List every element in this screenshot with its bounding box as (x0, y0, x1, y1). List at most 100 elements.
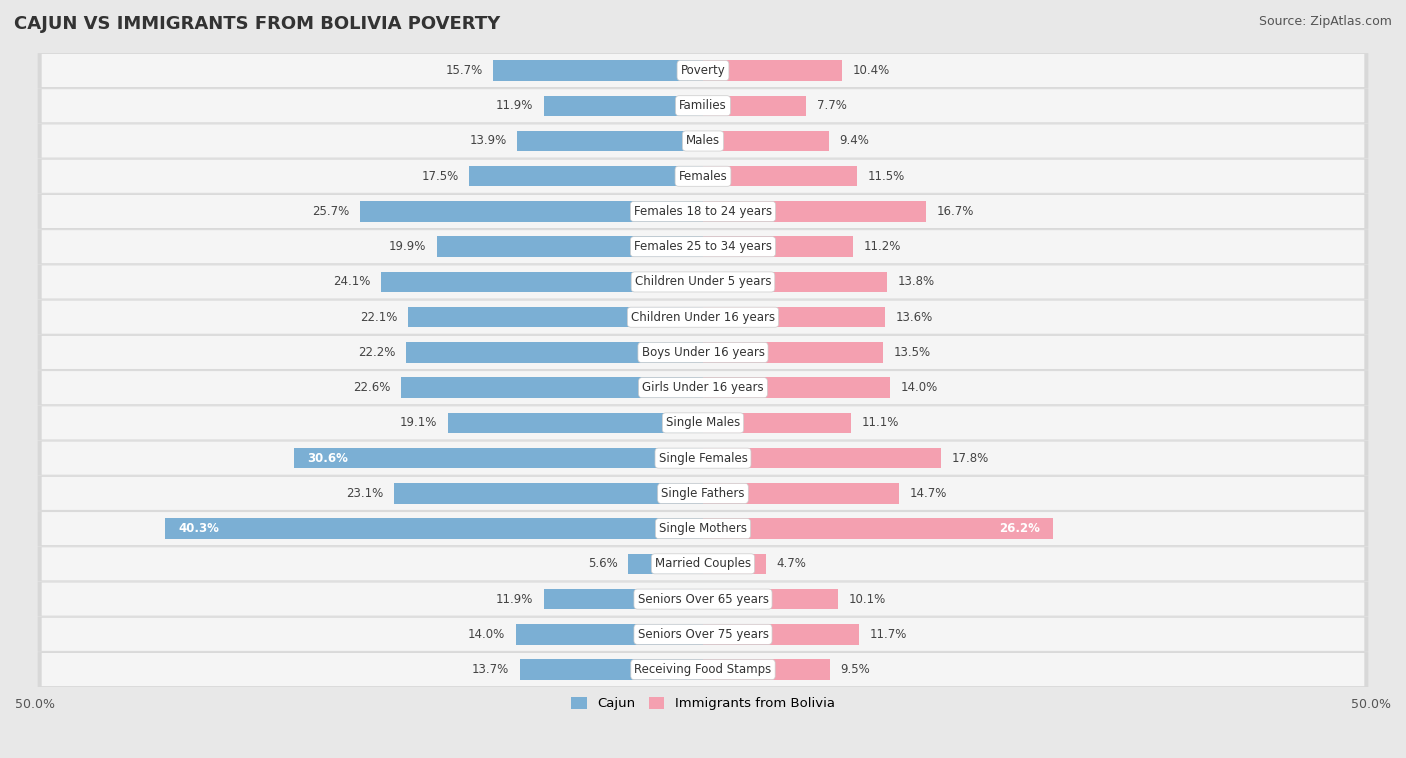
FancyBboxPatch shape (42, 89, 1364, 122)
Text: Females 25 to 34 years: Females 25 to 34 years (634, 240, 772, 253)
FancyBboxPatch shape (38, 265, 1368, 299)
Text: Females: Females (679, 170, 727, 183)
FancyBboxPatch shape (42, 265, 1364, 299)
Bar (395, 483, 703, 503)
Bar (406, 342, 703, 362)
Text: 9.4%: 9.4% (839, 134, 869, 148)
Bar (544, 589, 703, 609)
Text: 24.1%: 24.1% (333, 275, 370, 289)
Bar (703, 307, 884, 327)
Bar (703, 659, 830, 680)
FancyBboxPatch shape (42, 124, 1364, 158)
Text: Single Males: Single Males (666, 416, 740, 429)
Text: 10.4%: 10.4% (852, 64, 890, 77)
Text: 17.5%: 17.5% (422, 170, 458, 183)
Bar (517, 131, 703, 151)
Text: 13.5%: 13.5% (894, 346, 931, 359)
FancyBboxPatch shape (38, 194, 1368, 229)
Text: 15.7%: 15.7% (446, 64, 482, 77)
Text: 14.0%: 14.0% (901, 381, 938, 394)
Text: Boys Under 16 years: Boys Under 16 years (641, 346, 765, 359)
Bar (520, 659, 703, 680)
Text: Females 18 to 24 years: Females 18 to 24 years (634, 205, 772, 218)
Bar (703, 624, 859, 644)
FancyBboxPatch shape (38, 652, 1368, 687)
FancyBboxPatch shape (42, 512, 1364, 545)
Text: 14.0%: 14.0% (468, 628, 505, 641)
Text: 5.6%: 5.6% (588, 557, 617, 570)
FancyBboxPatch shape (38, 406, 1368, 440)
Bar (165, 518, 703, 539)
Text: 40.3%: 40.3% (179, 522, 219, 535)
FancyBboxPatch shape (42, 54, 1364, 87)
Bar (449, 412, 703, 433)
Text: 9.5%: 9.5% (841, 663, 870, 676)
FancyBboxPatch shape (42, 230, 1364, 263)
Text: Males: Males (686, 134, 720, 148)
FancyBboxPatch shape (38, 547, 1368, 581)
Bar (703, 166, 856, 186)
Text: 22.1%: 22.1% (360, 311, 396, 324)
Text: 10.1%: 10.1% (849, 593, 886, 606)
Text: Single Mothers: Single Mothers (659, 522, 747, 535)
Text: 11.7%: 11.7% (870, 628, 907, 641)
Text: 4.7%: 4.7% (776, 557, 807, 570)
Bar (294, 448, 703, 468)
FancyBboxPatch shape (42, 582, 1364, 615)
FancyBboxPatch shape (42, 160, 1364, 193)
Text: Children Under 5 years: Children Under 5 years (634, 275, 772, 289)
Bar (470, 166, 703, 186)
Text: 23.1%: 23.1% (346, 487, 384, 500)
FancyBboxPatch shape (38, 370, 1368, 405)
Text: 14.7%: 14.7% (910, 487, 948, 500)
Text: Poverty: Poverty (681, 64, 725, 77)
FancyBboxPatch shape (42, 618, 1364, 651)
Text: Seniors Over 65 years: Seniors Over 65 years (637, 593, 769, 606)
Bar (703, 202, 927, 221)
Text: 25.7%: 25.7% (312, 205, 349, 218)
FancyBboxPatch shape (42, 442, 1364, 475)
Text: CAJUN VS IMMIGRANTS FROM BOLIVIA POVERTY: CAJUN VS IMMIGRANTS FROM BOLIVIA POVERTY (14, 15, 501, 33)
FancyBboxPatch shape (38, 440, 1368, 475)
Text: 13.8%: 13.8% (898, 275, 935, 289)
Bar (437, 236, 703, 257)
Bar (494, 61, 703, 81)
FancyBboxPatch shape (42, 301, 1364, 334)
Text: 11.5%: 11.5% (868, 170, 904, 183)
FancyBboxPatch shape (38, 53, 1368, 88)
Text: Source: ZipAtlas.com: Source: ZipAtlas.com (1258, 15, 1392, 28)
Bar (401, 377, 703, 398)
Text: 26.2%: 26.2% (998, 522, 1039, 535)
Bar (703, 342, 883, 362)
Bar (703, 131, 828, 151)
FancyBboxPatch shape (38, 511, 1368, 546)
Text: 11.9%: 11.9% (496, 593, 533, 606)
FancyBboxPatch shape (38, 476, 1368, 511)
Text: 7.7%: 7.7% (817, 99, 846, 112)
Bar (703, 483, 900, 503)
Text: 22.2%: 22.2% (359, 346, 395, 359)
Text: 11.2%: 11.2% (863, 240, 901, 253)
FancyBboxPatch shape (38, 124, 1368, 158)
Bar (360, 202, 703, 221)
Bar (703, 271, 887, 292)
Text: 22.6%: 22.6% (353, 381, 391, 394)
Bar (408, 307, 703, 327)
FancyBboxPatch shape (38, 229, 1368, 264)
Text: 11.9%: 11.9% (496, 99, 533, 112)
Text: Seniors Over 75 years: Seniors Over 75 years (637, 628, 769, 641)
FancyBboxPatch shape (38, 299, 1368, 334)
FancyBboxPatch shape (42, 336, 1364, 369)
FancyBboxPatch shape (42, 406, 1364, 440)
Text: 11.1%: 11.1% (862, 416, 900, 429)
Text: 30.6%: 30.6% (308, 452, 349, 465)
Text: 13.6%: 13.6% (896, 311, 932, 324)
FancyBboxPatch shape (42, 195, 1364, 228)
Text: 17.8%: 17.8% (952, 452, 988, 465)
Text: 13.9%: 13.9% (470, 134, 506, 148)
Bar (703, 589, 838, 609)
Bar (703, 448, 941, 468)
Bar (703, 236, 852, 257)
FancyBboxPatch shape (42, 653, 1364, 686)
Text: Girls Under 16 years: Girls Under 16 years (643, 381, 763, 394)
